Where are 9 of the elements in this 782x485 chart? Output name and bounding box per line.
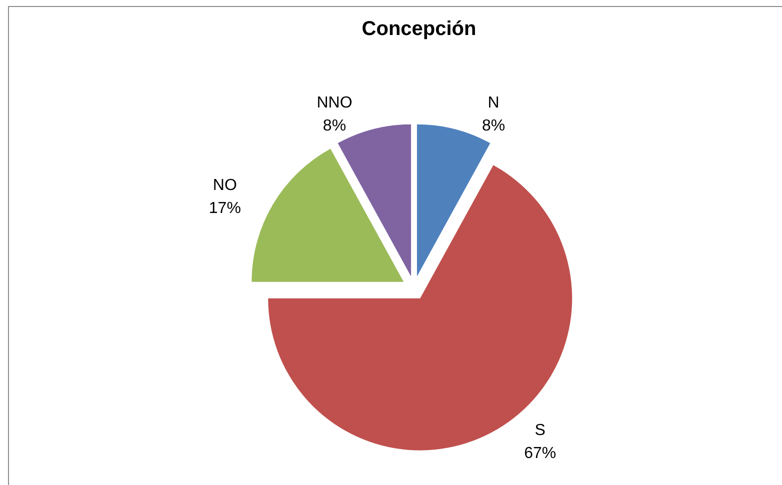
slice-label: N (488, 94, 500, 112)
slice-label: S (534, 422, 546, 440)
data-label: 8% (482, 118, 506, 135)
slice-label: NO (212, 176, 237, 194)
data-label: 67% (524, 445, 556, 462)
chart-title: Concepción (362, 18, 476, 40)
slice-label: NNO (316, 94, 352, 112)
data-label: 8% (322, 118, 346, 135)
data-label: 17% (208, 200, 241, 217)
